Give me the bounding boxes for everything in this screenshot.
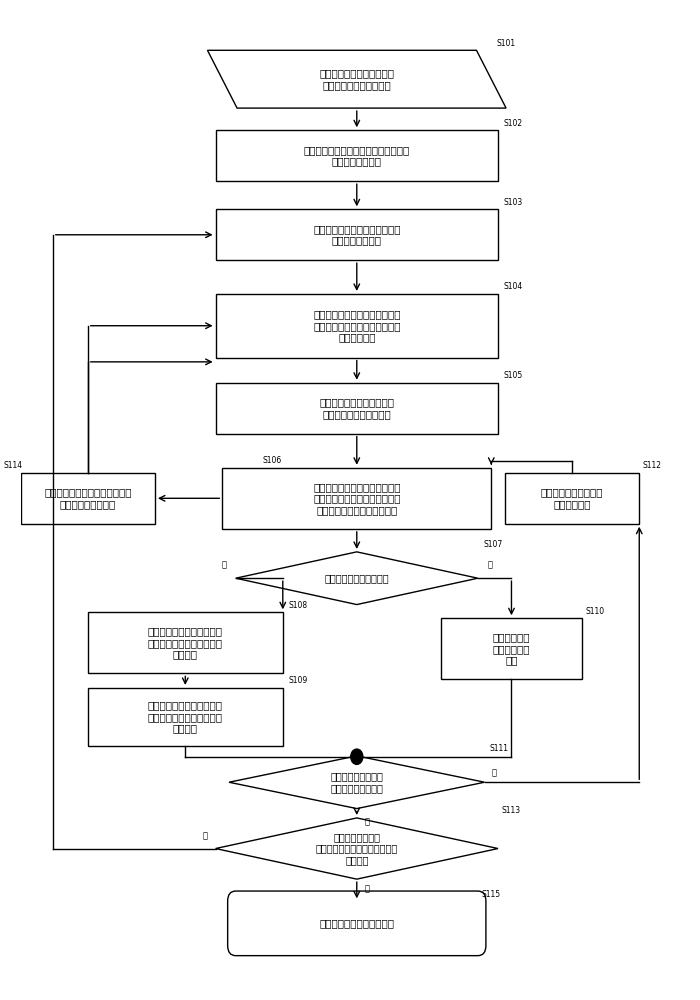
Bar bbox=[441, 618, 582, 679]
Text: 从可用频点中选出最优频点
组合对待优化集合中的频点
进行优化: 从可用频点中选出最优频点 组合对待优化集合中的频点 进行优化 bbox=[148, 700, 223, 733]
Bar bbox=[223, 468, 491, 529]
Polygon shape bbox=[216, 818, 498, 879]
Text: S112: S112 bbox=[643, 461, 662, 470]
Text: S109: S109 bbox=[288, 676, 307, 685]
Text: S103: S103 bbox=[503, 198, 523, 207]
Text: 待优化频点集合是否为空: 待优化频点集合是否为空 bbox=[325, 573, 389, 583]
Text: S104: S104 bbox=[503, 282, 523, 291]
Text: 评估所有可用频点在当前小
区的干扰性能，并按照性能
优劣排列: 评估所有可用频点在当前小 区的干扰性能，并按照性能 优劣排列 bbox=[148, 626, 223, 659]
Text: 评估当前小区所有频点的干扰性
能，将干扰等级高于频点优化等
级的频点放入待优化频点集合: 评估当前小区所有频点的干扰性 能，将干扰等级高于频点优化等 级的频点放入待优化频… bbox=[313, 482, 400, 515]
Bar bbox=[88, 612, 283, 673]
Text: S106: S106 bbox=[262, 456, 282, 465]
Bar bbox=[216, 209, 498, 260]
Text: 将当前小区从
待优化集合中
去除: 将当前小区从 待优化集合中 去除 bbox=[493, 632, 530, 665]
Text: 将干扰等级高于小区优化等级的
小区按照干扰性能排序后放入待
优化小区集合: 将干扰等级高于小区优化等级的 小区按照干扰性能排序后放入待 优化小区集合 bbox=[313, 309, 400, 342]
Text: 根据优化结果输出相应信息: 根据优化结果输出相应信息 bbox=[319, 918, 394, 928]
Text: 计算小区间层次、相对位置、方位角对
打情况、邻区情况: 计算小区间层次、相对位置、方位角对 打情况、邻区情况 bbox=[304, 145, 410, 167]
Text: 否: 否 bbox=[203, 831, 208, 840]
Text: S115: S115 bbox=[481, 890, 500, 899]
Text: S114: S114 bbox=[4, 461, 23, 470]
Text: 是: 是 bbox=[487, 561, 492, 570]
Text: S113: S113 bbox=[501, 806, 521, 815]
Text: S107: S107 bbox=[483, 540, 503, 549]
Text: S111: S111 bbox=[490, 744, 509, 753]
Polygon shape bbox=[207, 50, 506, 108]
Circle shape bbox=[351, 749, 363, 764]
Text: S102: S102 bbox=[503, 119, 522, 128]
Text: 建立干扰核查模型，对全网小区
干扰性能进行核查: 建立干扰核查模型，对全网小区 干扰性能进行核查 bbox=[313, 224, 400, 246]
Text: 否: 否 bbox=[221, 561, 226, 570]
Text: 对被优化小区和优化中可能受影
响小区进行重新评估: 对被优化小区和优化中可能受影 响小区进行重新评估 bbox=[44, 487, 132, 509]
Text: 是否优化集合为空
或达到最大运算次数或两次运算
结果相同: 是否优化集合为空 或达到最大运算次数或两次运算 结果相同 bbox=[316, 832, 398, 865]
Text: 输入频率核查及之后优化所
需的各项数据和运算参数: 输入频率核查及之后优化所 需的各项数据和运算参数 bbox=[319, 68, 394, 90]
Text: 否: 否 bbox=[491, 768, 496, 777]
Text: 是否已对待优化集合
内所有小区进行运算: 是否已对待优化集合 内所有小区进行运算 bbox=[330, 771, 383, 793]
Bar bbox=[88, 688, 283, 746]
Text: 取优化集合内下一小区
作为当前小区: 取优化集合内下一小区 作为当前小区 bbox=[540, 487, 603, 509]
Text: 是: 是 bbox=[365, 817, 370, 826]
FancyBboxPatch shape bbox=[228, 891, 486, 956]
Bar bbox=[216, 383, 498, 434]
Bar bbox=[216, 294, 498, 358]
Bar bbox=[216, 130, 498, 181]
Text: S105: S105 bbox=[503, 371, 523, 380]
Text: 是: 是 bbox=[365, 884, 370, 893]
Bar bbox=[505, 473, 639, 524]
Text: 将待优化集合内小区依次作
为当前小区进行核查优化: 将待优化集合内小区依次作 为当前小区进行核查优化 bbox=[319, 397, 394, 419]
Polygon shape bbox=[229, 756, 484, 809]
Polygon shape bbox=[236, 552, 478, 605]
Text: S110: S110 bbox=[585, 607, 605, 616]
Bar bbox=[20, 473, 155, 524]
Text: S101: S101 bbox=[497, 39, 516, 48]
Text: S108: S108 bbox=[288, 601, 307, 610]
